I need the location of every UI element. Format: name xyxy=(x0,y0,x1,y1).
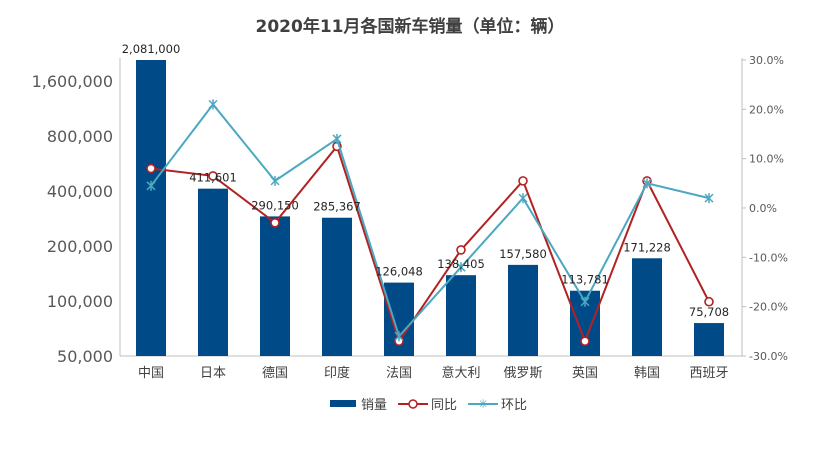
y-right-tick-label: 20.0% xyxy=(749,103,784,116)
point-同比-1 xyxy=(146,163,156,174)
point-同比-2 xyxy=(208,171,218,181)
y-left-tick-label: 50,000 xyxy=(57,347,113,366)
legend-label-销量: 销量 xyxy=(361,398,387,413)
bar-9 xyxy=(632,258,662,356)
x-tick-label: 中国 xyxy=(138,366,164,381)
legend-label-同比: 同比 xyxy=(431,398,457,413)
point-环比-7 xyxy=(518,193,528,204)
bar-label-9: 171,228 xyxy=(623,240,671,254)
bar-10 xyxy=(694,323,724,356)
point-同比-6 xyxy=(456,245,466,255)
point-同比-8 xyxy=(580,336,590,347)
bar-label-5: 126,048 xyxy=(375,265,423,279)
legend-marker-环比: ✳ xyxy=(478,397,488,411)
legend-label-环比: 环比 xyxy=(501,398,527,413)
x-tick-label: 法国 xyxy=(386,366,412,381)
y-left-tick-label: 100,000 xyxy=(47,292,113,311)
legend-marker-同比 xyxy=(408,399,418,409)
x-tick-label: 德国 xyxy=(262,366,288,381)
bar-label-10: 75,708 xyxy=(689,305,729,319)
y-left-tick-label: 1,600,000 xyxy=(32,72,113,91)
x-tick-label: 日本 xyxy=(200,366,226,381)
point-同比-10 xyxy=(704,296,714,307)
point-同比-7 xyxy=(518,176,528,186)
bar-label-3: 290,150 xyxy=(251,198,299,212)
bar-label-4: 285,367 xyxy=(313,200,361,214)
y-left-tick-label: 400,000 xyxy=(47,182,113,201)
x-tick-label: 英国 xyxy=(572,366,598,381)
x-tick-label: 俄罗斯 xyxy=(503,366,542,381)
point-环比-4 xyxy=(332,133,342,144)
bar-label-7: 157,580 xyxy=(499,247,547,261)
y-right-tick-label: 0.0% xyxy=(749,202,777,215)
y-right-tick-label: -20.0% xyxy=(749,301,788,314)
bar-6 xyxy=(446,275,476,356)
point-环比-5 xyxy=(394,331,404,342)
point-环比-3 xyxy=(270,175,280,186)
bar-2 xyxy=(198,188,228,356)
point-环比-2 xyxy=(208,99,218,110)
bar-label-8: 113,781 xyxy=(561,273,609,287)
y-right-tick-label: -30.0% xyxy=(749,350,788,363)
point-环比-6 xyxy=(456,262,466,273)
y-right-tick-label: 10.0% xyxy=(749,153,784,166)
bar-label-6: 138,405 xyxy=(437,257,485,271)
bar-1 xyxy=(136,60,166,356)
y-right-tick-label: 30.0% xyxy=(749,54,784,67)
legend-swatch-销量 xyxy=(330,400,356,407)
bar-7 xyxy=(508,264,538,356)
bar-4 xyxy=(322,217,352,356)
y-left-tick-label: 200,000 xyxy=(47,237,113,256)
y-right-tick-label: -10.0% xyxy=(749,251,788,264)
bar-label-2: 411,601 xyxy=(189,171,237,185)
x-tick-label: 印度 xyxy=(324,365,350,381)
point-环比-8 xyxy=(580,296,590,307)
bar-label-1: 2,081,000 xyxy=(122,42,181,56)
line-环比 xyxy=(150,102,710,339)
point-环比-9 xyxy=(642,178,652,189)
line-同比 xyxy=(150,144,710,344)
bar-3 xyxy=(260,216,290,356)
point-同比-3 xyxy=(270,218,280,228)
x-tick-label: 意大利 xyxy=(441,365,480,381)
chart-title: 2020年11月各国新车销量（单位：辆） xyxy=(255,17,565,37)
point-环比-10 xyxy=(704,193,714,204)
y-left-tick-label: 800,000 xyxy=(47,127,113,146)
point-环比-1 xyxy=(146,180,156,191)
x-tick-label: 西班牙 xyxy=(689,366,728,381)
x-tick-label: 韩国 xyxy=(634,366,660,381)
